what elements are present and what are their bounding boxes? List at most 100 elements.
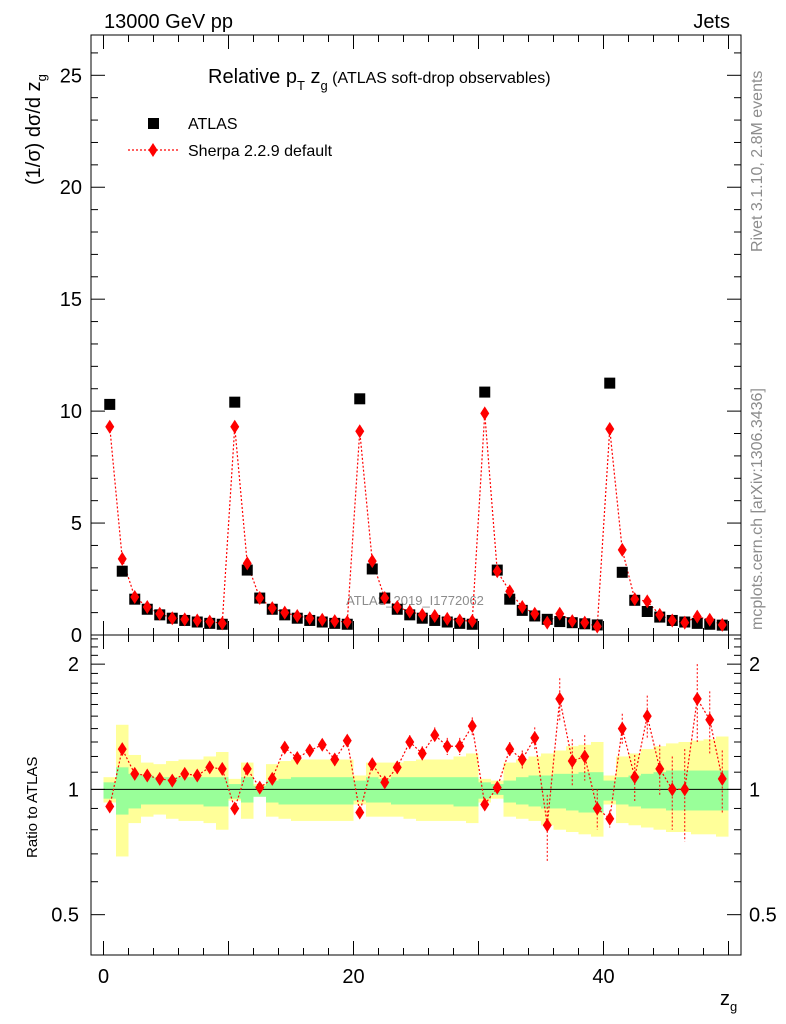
ratio-band-inner xyxy=(341,777,354,805)
ratio-sherpa-point xyxy=(117,742,127,757)
ratio-sherpa-point xyxy=(142,768,152,783)
atlas-point xyxy=(229,396,241,408)
ratio-band-inner xyxy=(528,775,541,807)
ratio-band-inner xyxy=(116,767,129,815)
ratio-band-inner xyxy=(553,773,566,809)
sherpa-point xyxy=(167,611,177,626)
sherpa-point xyxy=(630,592,640,607)
ratio-sherpa-point xyxy=(417,746,427,761)
ratio-ylabel: Ratio to ATLAS xyxy=(24,757,41,858)
sherpa-point xyxy=(230,419,240,434)
ratio-panel: 0.5 0.5 1 1 2 2 0 20 40 Ratio to ATLAS zg xyxy=(24,634,777,1014)
ratio-band-inner xyxy=(591,772,604,813)
ratio-band-inner xyxy=(316,777,329,805)
ratio-sherpa-point xyxy=(217,761,227,776)
sherpa-point xyxy=(517,600,527,615)
ratio-band-inner xyxy=(441,777,454,805)
ratio-band-inner xyxy=(141,775,154,805)
ratio-sherpa-point xyxy=(155,771,165,786)
sherpa-point xyxy=(617,542,627,557)
ratio-panel-frame xyxy=(90,634,742,956)
ratio-sherpa-point xyxy=(617,721,627,736)
main-x-ticks xyxy=(103,35,729,635)
ratio-xlabel: zg xyxy=(720,988,737,1014)
ratio-ytick-label: 0.5 xyxy=(51,905,79,927)
ratio-band-inner xyxy=(691,770,704,811)
ratio-sherpa-point xyxy=(405,734,415,749)
sherpa-point xyxy=(567,614,577,629)
ratio-band-inner xyxy=(416,777,429,805)
ratio-sherpa-point xyxy=(105,799,115,814)
ratio-sherpa-point xyxy=(355,805,365,820)
sherpa-point xyxy=(480,406,490,421)
ratio-band-inner xyxy=(228,784,241,799)
ratio-sherpa-point xyxy=(205,760,215,775)
ratio-sherpa-point xyxy=(630,770,640,785)
ratio-sherpa-point xyxy=(130,766,140,781)
ratio-band-inner xyxy=(428,777,441,805)
ratio-sherpa-point xyxy=(367,757,377,772)
ratio-sherpa-point xyxy=(167,773,177,788)
ratio-band-inner xyxy=(328,777,341,805)
ratio-sherpa-point xyxy=(592,801,602,816)
analysis-watermark: ATLAS_2019_I1772062 xyxy=(346,593,484,608)
ratio-band-inner xyxy=(166,777,179,805)
ratio-sherpa-point xyxy=(280,740,290,755)
sherpa-point xyxy=(430,608,440,623)
ratio-band-inner xyxy=(503,780,516,803)
ratio-ytick-label: 1 xyxy=(68,779,79,801)
sherpa-point xyxy=(530,606,540,621)
sherpa-point xyxy=(267,601,277,616)
ratio-sherpa-point xyxy=(267,771,277,786)
sherpa-point xyxy=(105,419,115,434)
atlas-point xyxy=(479,386,491,398)
sherpa-point xyxy=(342,615,352,630)
ratio-sherpa-point xyxy=(380,775,390,790)
ratio-sherpa-point xyxy=(305,743,315,758)
atlas-point xyxy=(641,605,653,617)
ratio-band-inner xyxy=(391,777,404,805)
sherpa-point xyxy=(667,613,677,628)
main-ytick-label: 20 xyxy=(60,177,82,199)
ratio-sherpa-point xyxy=(317,737,327,752)
main-ylabel: (1/σ) dσ/d zg xyxy=(23,74,49,185)
sherpa-point xyxy=(117,551,127,566)
sherpa-point xyxy=(405,604,415,619)
sherpa-point xyxy=(492,564,502,579)
ratio-sherpa-point xyxy=(255,780,265,795)
atlas-point xyxy=(104,398,116,410)
ratio-band-inner xyxy=(178,777,191,805)
ratio-xtick-label: 0 xyxy=(98,966,109,988)
main-panel: 0 5 10 15 20 25 (1/σ) dσ/d zg Relative pT zg … xyxy=(23,34,742,647)
ratio-band-inner xyxy=(216,777,229,807)
sherpa-point xyxy=(642,594,652,609)
ratio-sherpa-point xyxy=(292,750,302,765)
legend-atlas-marker xyxy=(148,118,159,129)
ratio-sherpa-point xyxy=(717,771,727,786)
ratio-sherpa-point xyxy=(480,797,490,812)
ratio-sherpa-point xyxy=(392,760,402,775)
ratio-sherpa-point xyxy=(242,761,252,776)
ratio-sherpa-point xyxy=(467,719,477,734)
atlas-point xyxy=(116,565,128,577)
sherpa-point xyxy=(317,612,327,627)
ratio-ytick-label-right: 1 xyxy=(749,779,760,801)
ratio-band-inner xyxy=(378,778,391,803)
ratio-y-axis: 0.5 0.5 1 1 2 2 xyxy=(51,638,777,956)
legend-sherpa-label: Sherpa 2.2.9 default xyxy=(188,143,333,160)
ratio-band-inner xyxy=(516,777,529,805)
ratio-sherpa-point xyxy=(580,749,590,764)
ratio-sherpa-point xyxy=(192,768,202,783)
ratio-band-inner xyxy=(466,777,479,807)
ratio-ytick-label-right: 0.5 xyxy=(749,905,777,927)
sherpa-point xyxy=(680,615,690,630)
ratio-band-inner xyxy=(403,777,416,805)
main-data-layer xyxy=(104,377,728,634)
ratio-band-inner xyxy=(103,782,116,799)
sherpa-point xyxy=(205,614,215,629)
sherpa-point xyxy=(442,611,452,626)
atlas-point xyxy=(604,377,616,389)
header-right: Jets xyxy=(693,11,730,33)
atlas-point xyxy=(354,393,366,405)
